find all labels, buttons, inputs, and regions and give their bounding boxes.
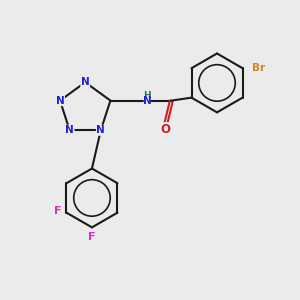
Text: F: F [88,232,96,242]
Text: N: N [96,125,105,135]
Text: Br: Br [252,63,265,73]
Text: N: N [65,125,74,135]
Text: N: N [56,96,64,106]
Text: O: O [160,123,170,136]
Text: H: H [143,91,151,100]
Text: F: F [55,206,62,216]
Text: N: N [81,77,90,87]
Text: N: N [142,97,151,106]
